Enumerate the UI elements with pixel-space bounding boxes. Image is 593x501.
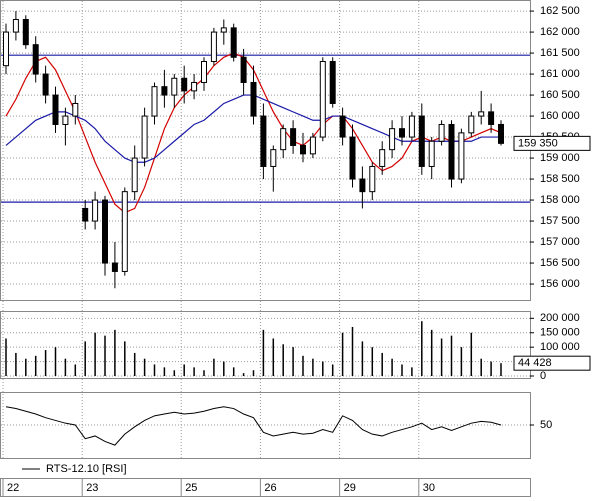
candle-body	[379, 149, 386, 167]
last-value-label: 44 428	[518, 357, 552, 369]
candle-body	[329, 60, 336, 104]
date-label: 25	[185, 482, 197, 494]
candle-body	[191, 81, 198, 92]
candle-body	[131, 157, 138, 193]
y-tick-label: 156 500	[540, 257, 580, 269]
candle-body	[171, 77, 178, 96]
y-tick-label: 200 000	[540, 312, 580, 324]
candle-body	[488, 111, 495, 125]
candle-body	[201, 60, 207, 83]
candle-body	[161, 86, 168, 96]
candle-body	[82, 207, 89, 222]
candle-body	[3, 31, 9, 67]
candle-body	[92, 199, 99, 222]
candle-body	[399, 128, 405, 138]
candle-body	[32, 44, 39, 75]
candle-body	[458, 132, 465, 180]
candle-body	[12, 18, 19, 33]
y-tick-label: 157 000	[540, 236, 580, 248]
candle-body	[339, 115, 346, 138]
candle-body	[319, 60, 326, 138]
date-label: 30	[423, 482, 435, 494]
y-tick-label: 161 500	[540, 47, 580, 59]
y-tick-label: 162 500	[540, 5, 580, 17]
y-tick-label: 162 000	[540, 26, 580, 38]
y-tick-label: 0	[540, 370, 546, 382]
y-tick-label: 100 000	[540, 341, 580, 353]
candle-body	[270, 149, 277, 167]
candle-body	[300, 144, 306, 155]
candle-body	[151, 86, 158, 117]
candle-body	[121, 191, 128, 272]
y-tick-label: 150 000	[540, 327, 580, 339]
y-tick-label: 157 500	[540, 215, 580, 227]
candle-body	[42, 73, 49, 96]
last-value-label: 159 350	[518, 137, 558, 149]
y-tick-label: 159 000	[540, 152, 580, 164]
candle-body	[250, 81, 257, 117]
candle-body	[408, 115, 415, 138]
candle-body	[102, 199, 108, 264]
candle-body	[290, 128, 297, 146]
candle-body	[438, 123, 445, 142]
legend-label: RTS-12.10 [RSI]	[46, 463, 127, 475]
candle-body	[72, 102, 79, 117]
date-label: 23	[86, 482, 98, 494]
date-label: 22	[7, 482, 19, 494]
rsi-line	[5, 406, 502, 446]
candle-body	[359, 178, 366, 193]
candle-body	[389, 128, 396, 151]
y-tick-label: 158 000	[540, 194, 580, 206]
candle-body	[349, 136, 356, 180]
date-label: 26	[264, 482, 276, 494]
candle-body	[280, 128, 287, 151]
candle-body	[428, 140, 435, 167]
candle-body	[230, 27, 237, 58]
last-value-box	[513, 135, 591, 151]
y-tick-label: 160 000	[540, 110, 580, 122]
candle-body	[111, 262, 118, 272]
candle-body	[141, 115, 148, 159]
candle-body	[260, 115, 267, 167]
candle-body	[240, 56, 247, 83]
candle-body	[309, 136, 316, 155]
y-tick-label: 158 500	[540, 173, 580, 185]
candle-body	[22, 18, 29, 46]
y-tick-label: 50	[540, 419, 552, 431]
candle-body	[52, 94, 59, 125]
y-tick-label: 161 000	[540, 68, 580, 80]
candle-body	[468, 115, 475, 134]
candle-body	[448, 123, 455, 180]
candle-body	[498, 123, 504, 144]
candle-body	[369, 165, 376, 193]
candle-body	[418, 115, 425, 167]
candle-body	[478, 111, 485, 117]
candle-body	[210, 31, 217, 62]
candle-body	[62, 115, 69, 125]
date-axis	[0, 478, 531, 497]
candle-body	[220, 27, 227, 33]
date-label: 29	[344, 482, 356, 494]
y-tick-label: 156 000	[540, 278, 580, 290]
candle-body	[181, 77, 188, 92]
y-tick-label: 160 500	[540, 89, 580, 101]
last-value-box	[513, 355, 591, 371]
